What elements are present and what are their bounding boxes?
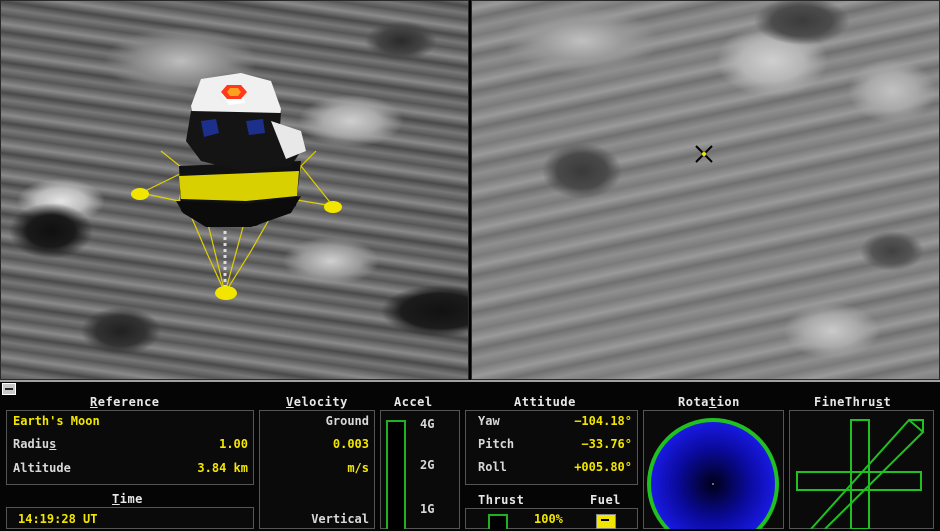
radius-value: 1.00 bbox=[219, 437, 248, 451]
downward-camera-view[interactable] bbox=[471, 0, 940, 380]
external-camera-view[interactable] bbox=[0, 0, 469, 380]
ground-speed-label: Ground bbox=[325, 414, 369, 428]
reference-body: Earth's Moon bbox=[13, 414, 100, 428]
pitch-label: Pitch bbox=[478, 437, 515, 451]
window-menu-button[interactable] bbox=[2, 383, 16, 395]
finethrust-control[interactable] bbox=[791, 412, 932, 529]
thrust-value: 100% bbox=[534, 512, 563, 526]
ground-speed-value: 0.003 bbox=[332, 437, 369, 451]
time-value: 14:19:28 UT bbox=[18, 512, 98, 526]
thrust-title: Thrust bbox=[478, 493, 525, 507]
attitude-title: Attitude bbox=[514, 395, 576, 409]
reference-title: Reference bbox=[90, 395, 160, 409]
accel-tick-2g: 2G bbox=[420, 458, 435, 472]
vertical-speed-label: Vertical bbox=[311, 512, 369, 526]
velocity-title: Velocity bbox=[286, 395, 348, 409]
roll-value: +005.80° bbox=[574, 460, 632, 474]
pitch-value: −33.76° bbox=[581, 437, 632, 451]
radius-label: Radius bbox=[13, 437, 57, 451]
fuel-title: Fuel bbox=[590, 493, 621, 507]
altitude-value: 3.84 km bbox=[197, 461, 248, 475]
velocity-box bbox=[259, 410, 375, 529]
finethrust-box bbox=[789, 410, 934, 529]
thrust-gauge[interactable] bbox=[488, 514, 508, 529]
ground-speed-unit: m/s bbox=[347, 461, 369, 475]
accel-gauge bbox=[386, 420, 406, 529]
time-title: Time bbox=[112, 492, 143, 506]
yaw-label: Yaw bbox=[478, 414, 500, 428]
finethrust-title: FineThrust bbox=[814, 395, 892, 409]
attitude-box bbox=[465, 410, 638, 485]
target-crosshair-icon bbox=[695, 145, 713, 163]
lunar-module bbox=[131, 73, 342, 300]
rotation-title: Rotation bbox=[678, 395, 740, 409]
fuel-gauge bbox=[596, 514, 616, 529]
accel-tick-1g: 1G bbox=[420, 502, 435, 516]
lunar-surface-below bbox=[472, 1, 939, 379]
accel-title: Accel bbox=[394, 395, 433, 409]
roll-label: Roll bbox=[478, 460, 507, 474]
rotation-indicator[interactable] bbox=[645, 412, 782, 529]
reference-box bbox=[6, 410, 254, 485]
yaw-value: −104.18° bbox=[574, 414, 632, 428]
altitude-label: Altitude bbox=[13, 461, 71, 475]
accel-tick-4g: 4G bbox=[420, 417, 435, 431]
